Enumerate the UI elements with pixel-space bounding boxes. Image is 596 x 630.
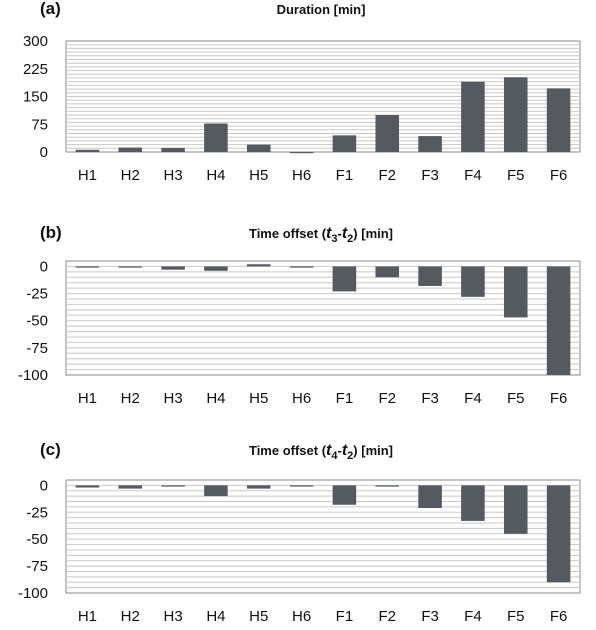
x-tick-label: H6 [292,390,311,407]
bar-F5 [504,485,528,533]
bar-H2 [118,266,142,267]
y-tick-label: 150 [23,89,48,106]
bar-H1 [76,485,100,487]
plot-area [66,261,580,375]
bar-H5 [247,485,271,488]
bar-H4 [204,485,228,496]
y-tick-label: 0 [40,477,48,494]
bar-F1 [333,135,357,152]
bar-H3 [161,266,185,269]
x-tick-label: H3 [163,390,182,407]
x-tick-label: H4 [206,608,225,625]
chart-title: Time offset (t3-t2) [min] [249,225,393,245]
x-tick-label: H6 [292,608,311,625]
y-tick-label: 300 [23,33,48,50]
x-tick-label: H1 [78,390,97,407]
plot-area [66,480,580,593]
bar-F4 [461,82,485,152]
x-tick-label: H2 [121,390,140,407]
x-tick-label: F1 [336,608,354,625]
y-tick-label: 0 [40,258,48,275]
chart-title: Duration [min] [277,2,366,17]
bar-H4 [204,124,228,152]
bar-F4 [461,485,485,521]
y-tick-label: -75 [26,340,48,357]
bar-H5 [247,264,271,266]
bar-F6 [547,266,571,375]
y-tick-label: -100 [18,585,48,602]
bar-H5 [247,145,271,152]
bar-H4 [204,266,228,270]
chart-panel-3: (c) Time offset (t4-t2) [min] 0 -25 -50 -75 -1… [18,440,580,625]
y-tick-label: 225 [23,61,48,78]
bar-H1 [76,266,100,267]
panel-label: (b) [40,223,62,242]
bar-F3 [418,266,442,286]
bar-H3 [161,148,185,152]
x-tick-label: F6 [550,167,568,184]
x-tick-label: F5 [507,608,525,625]
x-tick-label: F5 [507,390,525,407]
panel-label: (c) [40,440,61,459]
x-tick-label: F2 [378,167,396,184]
bar-F2 [375,115,399,152]
bar-H2 [118,148,142,152]
panel-label: (a) [40,0,61,18]
x-tick-label: H5 [249,167,268,184]
y-tick-label: -50 [26,531,48,548]
x-tick-label: H4 [206,390,225,407]
bar-F3 [418,485,442,508]
bar-H1 [76,150,100,152]
x-tick-label: H1 [78,608,97,625]
chart-panel-1: (a) Duration [min] 0 75 150 225 300 H1 H2 H3 H4 H5 H… [23,0,580,184]
x-tick-label: H1 [78,167,97,184]
x-tick-label: F2 [378,608,396,625]
y-tick-label: -100 [18,367,48,384]
chart-title: Time offset (t4-t2) [min] [249,442,393,462]
bar-F6 [547,485,571,582]
bar-F5 [504,77,528,152]
x-tick-label: F6 [550,390,568,407]
chart-panel-2: (b) Time offset (t3-t2) [min] 0 -25 -50 -75 -1… [18,223,580,407]
x-tick-label: F3 [421,608,439,625]
x-tick-label: H2 [121,608,140,625]
x-tick-label: F3 [421,390,439,407]
bar-F5 [504,266,528,317]
x-tick-label: F4 [464,390,482,407]
bar-F1 [333,485,357,504]
x-tick-label: F5 [507,167,525,184]
x-tick-label: H3 [163,167,182,184]
x-tick-label: H3 [163,608,182,625]
bar-H6 [290,152,314,153]
bar-F3 [418,136,442,152]
bar-F6 [547,88,571,152]
bar-H3 [161,485,185,486]
bar-H6 [290,266,314,267]
x-tick-label: F3 [421,167,439,184]
x-tick-label: F4 [464,167,482,184]
bar-H2 [118,485,142,488]
x-tick-label: F1 [336,167,354,184]
bar-F2 [375,485,399,486]
y-tick-label: -50 [26,313,48,330]
x-tick-label: H5 [249,390,268,407]
x-tick-label: H2 [121,167,140,184]
x-tick-label: H4 [206,167,225,184]
bar-H6 [290,485,314,486]
x-tick-label: H5 [249,608,268,625]
x-tick-label: F6 [550,608,568,625]
x-tick-label: F2 [378,390,396,407]
bar-F1 [333,266,357,291]
y-tick-label: 0 [40,144,48,161]
bar-F4 [461,266,485,296]
y-tick-label: 75 [31,116,48,133]
bar-F2 [375,266,399,277]
y-tick-label: -75 [26,558,48,575]
y-tick-label: -25 [26,286,48,303]
x-tick-label: F1 [336,390,354,407]
y-tick-label: -25 [26,504,48,521]
x-tick-label: H6 [292,167,311,184]
x-tick-label: F4 [464,608,482,625]
